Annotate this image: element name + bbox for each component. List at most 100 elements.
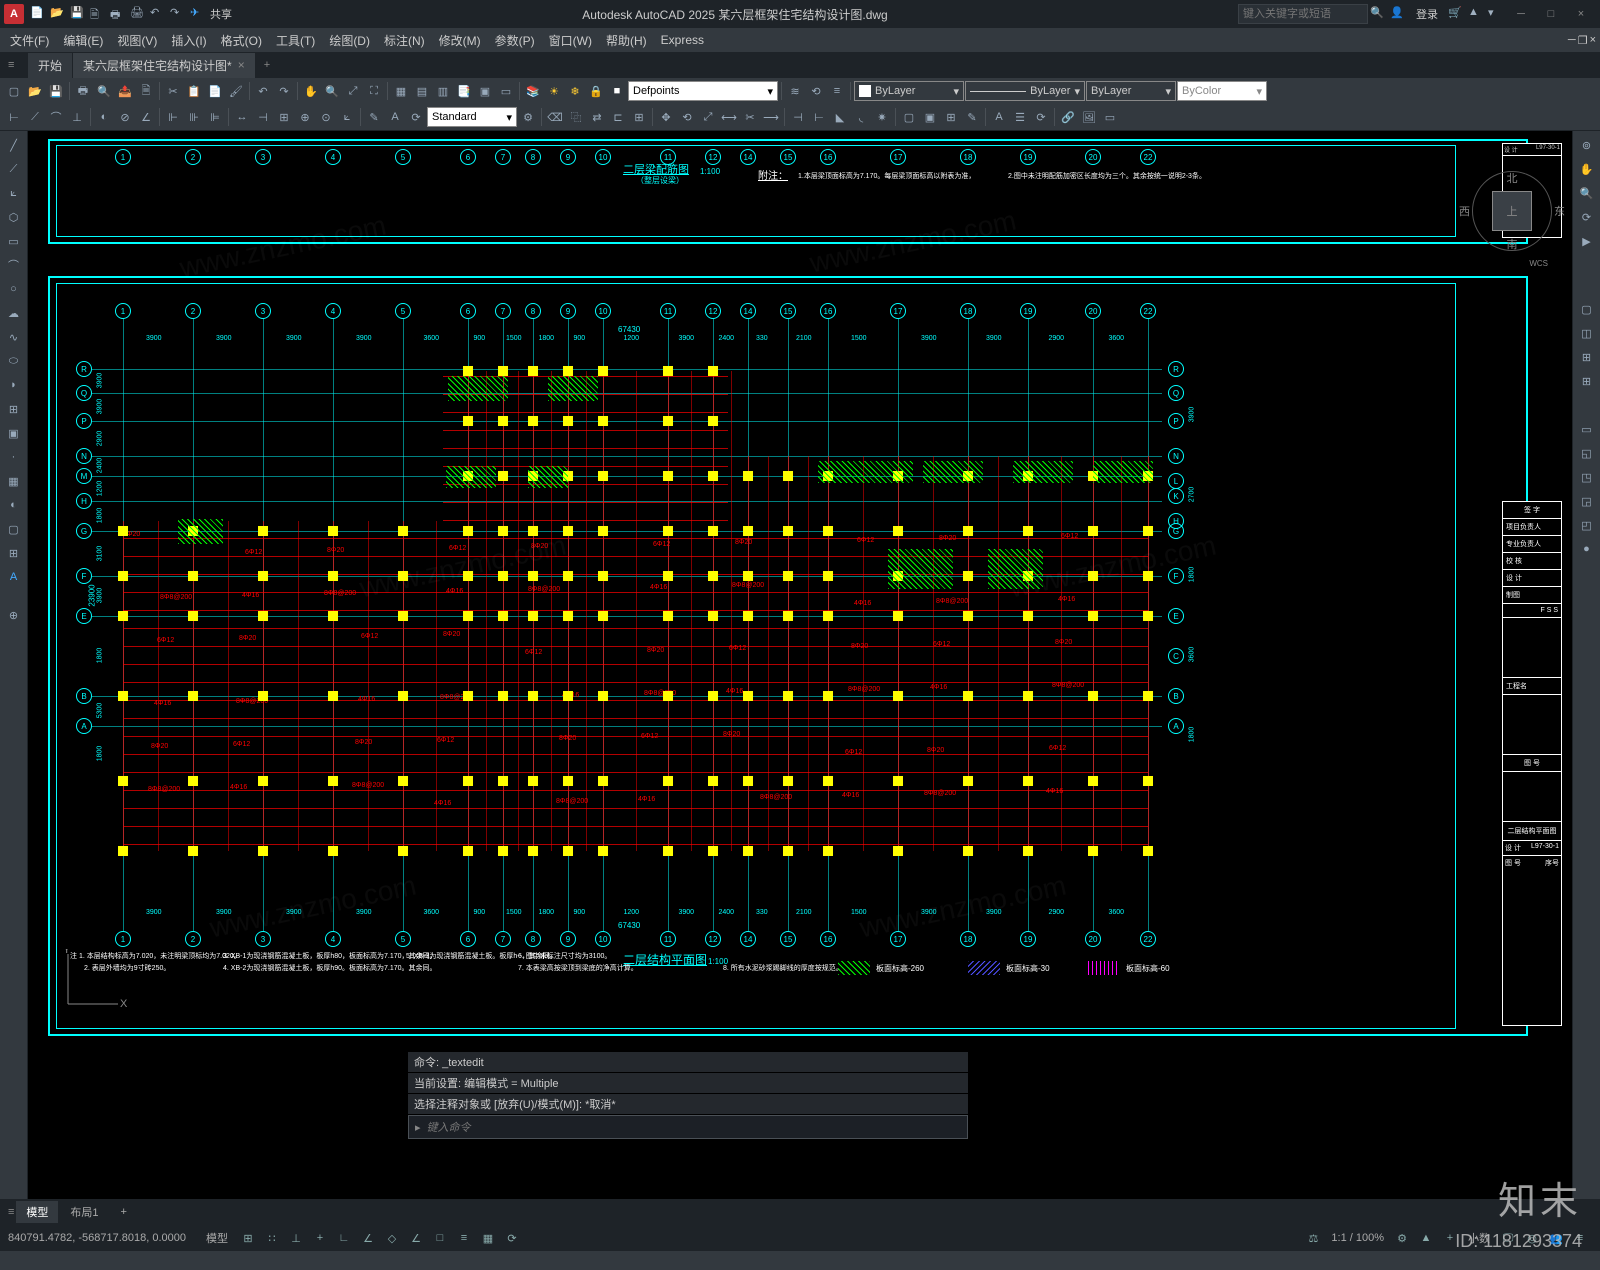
close-button[interactable]: × (1566, 0, 1596, 28)
dim-diameter-icon[interactable]: ⊘ (115, 107, 135, 127)
tool-zoom-icon[interactable]: 🔍 (322, 81, 342, 101)
lineweight-combo[interactable]: ByLayer▾ (1086, 81, 1176, 101)
rotate-icon[interactable]: ⟲ (677, 107, 697, 127)
menu-draw[interactable]: 绘图(D) (323, 30, 376, 51)
status-snap-icon[interactable]: ∷ (261, 1227, 283, 1249)
vp-two-icon[interactable]: ◫ (1577, 323, 1597, 343)
layer-make-icon[interactable]: ≋ (785, 81, 805, 101)
tool-match-icon[interactable]: 🖌 (226, 81, 246, 101)
jogged-icon[interactable]: ⟀ (337, 107, 357, 127)
qat-saveas-icon[interactable]: 🗎 (90, 6, 106, 22)
status-grid-icon[interactable]: ⊞ (237, 1227, 259, 1249)
status-infer-icon[interactable]: ⊥ (285, 1227, 307, 1249)
dim-radius-icon[interactable]: ◐ (94, 107, 114, 127)
attmanage-icon[interactable]: ☰ (1010, 107, 1030, 127)
tool-sheet-icon[interactable]: 📑 (454, 81, 474, 101)
qat-undo-icon[interactable]: ↶ (150, 6, 166, 22)
offset-icon[interactable]: ⊏ (608, 107, 628, 127)
tool-cut-icon[interactable]: ✂ (163, 81, 183, 101)
layer-lock-icon[interactable]: 🔒 (586, 81, 606, 101)
tool-new-icon[interactable]: ▢ (4, 81, 24, 101)
dimstyle-combo[interactable]: Standard▾ (427, 107, 517, 127)
dim-baseline-icon[interactable]: ⊪ (184, 107, 204, 127)
layer-freeze-icon[interactable]: ❄ (565, 81, 585, 101)
nav-wheel-icon[interactable]: ⊚ (1577, 135, 1597, 155)
plotstyle-combo[interactable]: ByColor▾ (1177, 81, 1267, 101)
menu-file[interactable]: 文件(F) (4, 30, 55, 51)
menu-window[interactable]: 窗口(W) (543, 30, 598, 51)
break-icon[interactable]: ⊣ (788, 107, 808, 127)
vs-realistic-icon[interactable]: ◲ (1577, 491, 1597, 511)
search-input[interactable] (1238, 4, 1368, 24)
xref-icon[interactable]: 🔗 (1058, 107, 1078, 127)
blockinsert-icon[interactable]: ⊞ (941, 107, 961, 127)
status-osnap-icon[interactable]: □ (429, 1227, 451, 1249)
layer-color-icon[interactable]: ■ (607, 81, 627, 101)
dim-arc-icon[interactable]: ⌒ (46, 107, 66, 127)
layout-menu-icon[interactable]: ≡ (8, 1206, 14, 1218)
mtext-icon[interactable]: A (4, 567, 24, 587)
cart-icon[interactable]: 🛒 (1448, 6, 1464, 22)
attsync-icon[interactable]: ⟳ (1031, 107, 1051, 127)
status-annot-icon[interactable]: ▲ (1415, 1227, 1437, 1249)
drawing-canvas[interactable]: 二层梁配筋图 （整层设梁） 1:100 附注： 1.本层梁顶面标高为7.170。… (28, 131, 1572, 1199)
vs-2dwire-icon[interactable]: ▭ (1577, 419, 1597, 439)
doc-minimize-button[interactable]: ─ (1568, 34, 1576, 46)
extend-icon[interactable]: ⟶ (761, 107, 781, 127)
layer-combo[interactable]: Defpoints▾ (628, 81, 778, 101)
tool-redo2-icon[interactable]: ↷ (274, 81, 294, 101)
attdef-icon[interactable]: A (989, 107, 1009, 127)
move-icon[interactable]: ✥ (656, 107, 676, 127)
dim-ord-icon[interactable]: ⊥ (67, 107, 87, 127)
status-model[interactable]: 模型 (206, 1230, 228, 1246)
tabs-menu-icon[interactable]: ≡ (8, 59, 28, 71)
help-icon[interactable]: ▾ (1488, 6, 1504, 22)
status-scale[interactable]: 1:1 / 100% (1331, 1232, 1384, 1244)
nav-orbit-icon[interactable]: ⟳ (1577, 207, 1597, 227)
revcloud-icon[interactable]: ☁ (4, 303, 24, 323)
tool-zoome-icon[interactable]: ⛶ (364, 81, 384, 101)
status-trans-icon[interactable]: ▦ (477, 1227, 499, 1249)
array-icon[interactable]: ⊞ (629, 107, 649, 127)
tool-markup-icon[interactable]: ▣ (475, 81, 495, 101)
gradient-icon[interactable]: ◐ (4, 495, 24, 515)
maximize-button[interactable]: □ (1536, 0, 1566, 28)
join-icon[interactable]: ⊢ (809, 107, 829, 127)
dim-linear-icon[interactable]: ⊢ (4, 107, 24, 127)
spline-icon[interactable]: ∿ (4, 327, 24, 347)
layer-states-icon[interactable]: ☀ (544, 81, 564, 101)
polygon-icon[interactable]: ⬡ (4, 207, 24, 227)
dim-break-icon[interactable]: ⊣ (253, 107, 273, 127)
dim-aligned-icon[interactable]: ⟋ (25, 107, 45, 127)
wblock-icon[interactable]: ▣ (920, 107, 940, 127)
vs-hidden-icon[interactable]: ◳ (1577, 467, 1597, 487)
status-ortho-icon[interactable]: ∟ (333, 1227, 355, 1249)
fillet-icon[interactable]: ◟ (851, 107, 871, 127)
search-icon[interactable]: 🔍 (1370, 6, 1386, 22)
minimize-button[interactable]: ─ (1506, 0, 1536, 28)
menu-tools[interactable]: 工具(T) (270, 30, 321, 51)
table-icon[interactable]: ⊞ (4, 543, 24, 563)
login-label[interactable]: 登录 (1416, 6, 1438, 22)
scale-icon[interactable]: ⤢ (698, 107, 718, 127)
stretch-icon[interactable]: ⟷ (719, 107, 739, 127)
qat-new-icon[interactable]: 📄 (30, 6, 46, 22)
centermark-icon[interactable]: ⊕ (295, 107, 315, 127)
chamfer-icon[interactable]: ◣ (830, 107, 850, 127)
doc-restore-button[interactable]: ❐ (1578, 34, 1588, 47)
tool-zoomp-icon[interactable]: ⤢ (343, 81, 363, 101)
tool-save-icon[interactable]: 💾 (46, 81, 66, 101)
user-icon[interactable]: 👤 (1390, 6, 1406, 22)
menu-modify[interactable]: 修改(M) (433, 30, 487, 51)
tool-3ddwf-icon[interactable]: 🗎 (136, 81, 156, 101)
makeblock-icon[interactable]: ▣ (4, 423, 24, 443)
tool-quickcalc-icon[interactable]: ▭ (496, 81, 516, 101)
menu-parametric[interactable]: 参数(P) (489, 30, 541, 51)
dim-space-icon[interactable]: ↔ (232, 107, 252, 127)
layout-add-button[interactable]: + (111, 1203, 137, 1221)
mirror-icon[interactable]: ⇄ (587, 107, 607, 127)
trim-icon[interactable]: ✂ (740, 107, 760, 127)
tool-toolpal-icon[interactable]: ▥ (433, 81, 453, 101)
tool-props-icon[interactable]: ▦ (391, 81, 411, 101)
app-logo[interactable]: A (4, 4, 24, 24)
